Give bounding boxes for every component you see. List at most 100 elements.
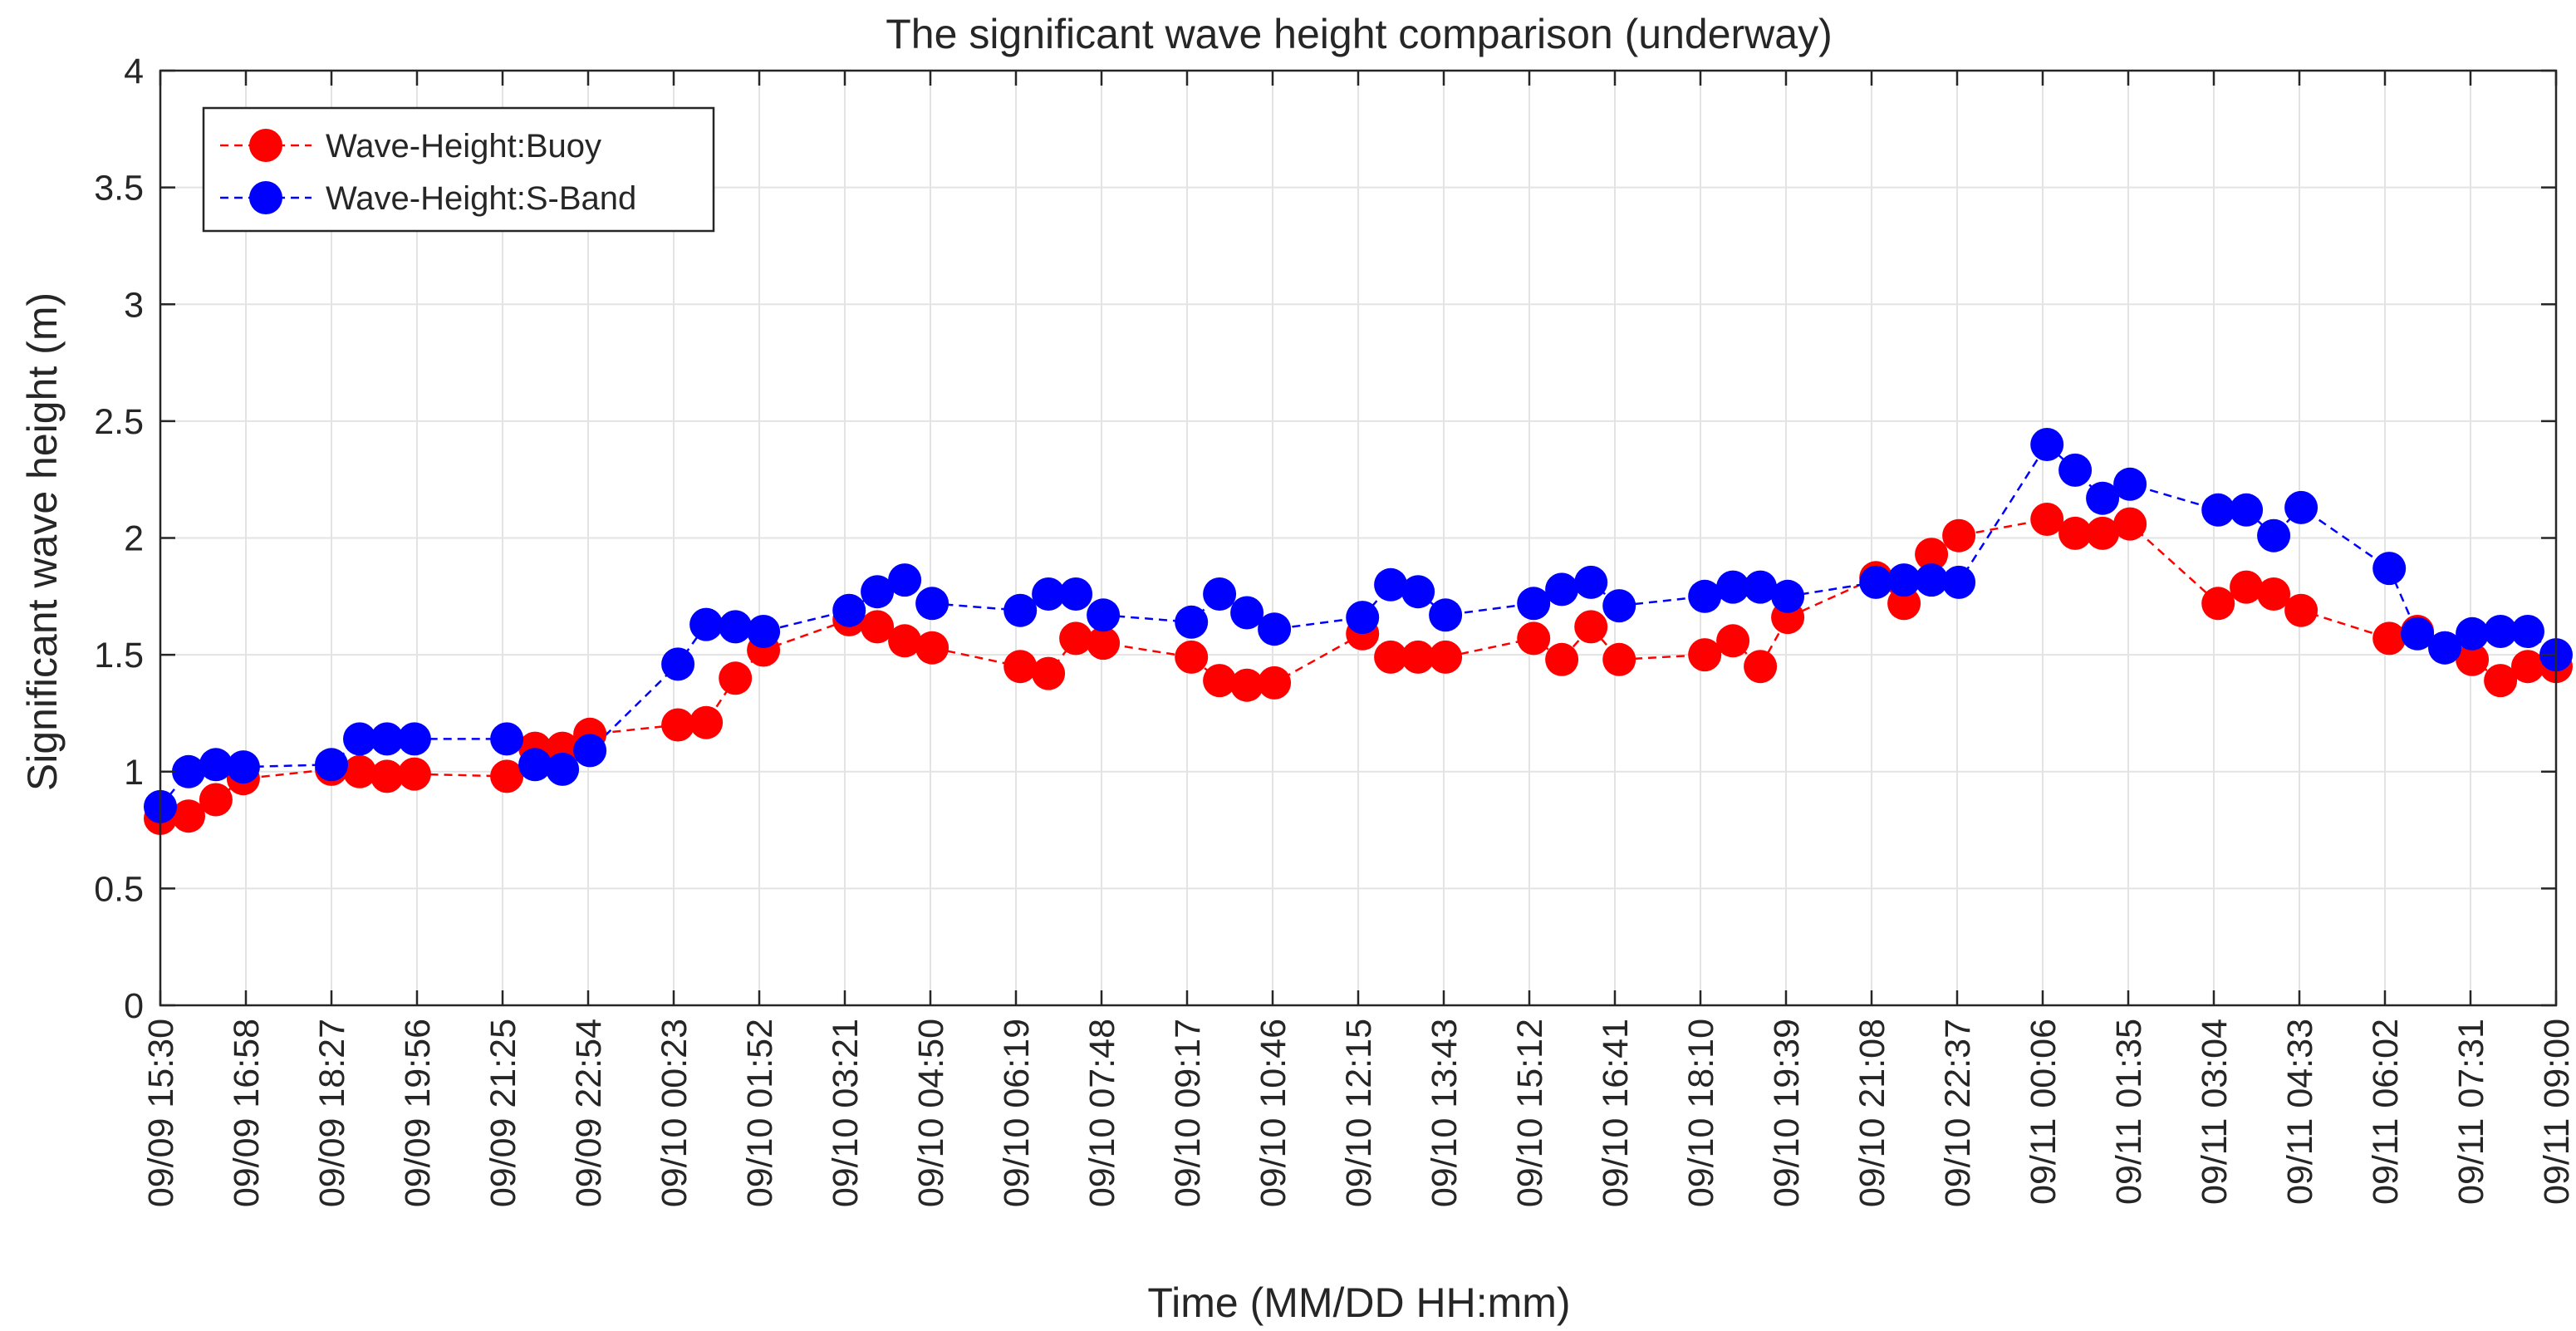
data-point-buoy (861, 610, 895, 644)
data-point-sband (2428, 631, 2462, 665)
data-point-sband (2030, 428, 2064, 461)
data-point-sband (518, 748, 552, 782)
legend-marker-sband (249, 181, 282, 214)
data-point-buoy (1374, 640, 1408, 674)
data-point-buoy (1175, 640, 1209, 674)
data-point-buoy (888, 624, 922, 658)
data-point-buoy (2086, 516, 2120, 550)
x-tick-label: 09/11 03:04 (2195, 1019, 2235, 1205)
data-point-sband (2058, 453, 2093, 487)
x-tick-label: 09/10 10:46 (1254, 1019, 1293, 1207)
y-tick-label: 2.5 (94, 402, 144, 442)
data-point-sband (1401, 575, 1435, 609)
series-markers (144, 428, 2573, 835)
data-point-sband (1230, 596, 1264, 630)
data-point-buoy (915, 631, 949, 665)
data-point-buoy (172, 799, 205, 833)
x-tick-label: 09/09 19:56 (398, 1019, 438, 1207)
data-point-sband (546, 752, 580, 786)
data-point-sband (1942, 565, 1976, 599)
data-point-sband (1059, 577, 1093, 611)
x-tick-label: 09/11 04:33 (2280, 1019, 2320, 1205)
data-point-buoy (370, 759, 404, 793)
x-tick-label: 09/10 22:37 (1938, 1019, 1978, 1207)
x-tick-label: 09/09 18:27 (312, 1019, 352, 1207)
data-point-sband (861, 575, 895, 609)
data-point-buoy (343, 754, 376, 788)
data-point-sband (1374, 567, 1408, 602)
data-point-buoy (2230, 570, 2264, 604)
x-tick-label: 09/09 15:30 (141, 1019, 181, 1207)
x-tick-label: 09/11 07:31 (2451, 1019, 2491, 1205)
data-point-buoy (2058, 516, 2093, 550)
data-point-sband (2201, 493, 2235, 527)
y-tick-label: 0.5 (94, 869, 144, 909)
data-point-sband (2456, 616, 2490, 651)
data-point-sband (1574, 565, 1608, 599)
data-point-sband (1517, 587, 1551, 621)
data-point-sband (888, 563, 922, 597)
data-point-buoy (490, 759, 524, 793)
data-point-sband (1915, 563, 1949, 597)
x-tick-label: 09/10 12:15 (1339, 1019, 1379, 1207)
legend-label-buoy: Wave-Height:Buoy (326, 128, 601, 165)
x-tick-label: 09/10 01:52 (740, 1019, 780, 1207)
y-tick-label: 4 (124, 52, 144, 91)
data-point-buoy (1258, 666, 1292, 700)
data-point-buoy (1942, 518, 1976, 553)
x-tick-label: 09/10 07:48 (1082, 1019, 1122, 1207)
data-point-sband (2511, 615, 2544, 648)
data-point-sband (1887, 563, 1921, 597)
y-tick-label: 3.5 (94, 169, 144, 209)
data-point-sband (2257, 518, 2291, 553)
x-tick-label: 09/10 16:41 (1596, 1019, 1636, 1207)
data-point-sband (1258, 612, 1292, 646)
data-point-sband (172, 754, 205, 788)
data-point-buoy (1915, 538, 1949, 572)
x-tick-label: 09/10 06:19 (997, 1019, 1037, 1207)
data-point-buoy (1887, 587, 1921, 621)
data-point-sband (1003, 593, 1038, 627)
x-tick-label: 09/10 00:23 (655, 1019, 694, 1207)
data-point-sband (832, 593, 866, 627)
legend: Wave-Height:Buoy Wave-Height:S-Band (202, 106, 715, 233)
data-point-sband (2284, 490, 2318, 524)
y-tick-label: 1 (124, 753, 144, 793)
x-tick-label: 09/10 13:43 (1425, 1019, 1465, 1207)
data-point-buoy (2511, 650, 2544, 684)
data-point-sband (1346, 601, 1380, 635)
data-point-sband (343, 722, 376, 756)
data-point-buoy (1087, 626, 1121, 661)
data-point-sband (2401, 616, 2435, 651)
data-point-sband (2372, 552, 2407, 586)
x-tick-label: 09/11 09:00 (2537, 1019, 2576, 1205)
data-point-sband (747, 615, 781, 648)
data-point-buoy (2201, 587, 2235, 621)
data-point-buoy (1401, 640, 1435, 674)
data-point-sband (370, 722, 404, 756)
data-point-sband (490, 722, 524, 756)
data-point-sband (719, 610, 753, 644)
data-point-buoy (397, 757, 431, 791)
data-point-sband (1175, 605, 1209, 639)
data-point-buoy (1517, 621, 1551, 656)
data-point-sband (2086, 481, 2120, 515)
data-point-buoy (2030, 503, 2064, 536)
x-tick-label: 09/09 21:25 (483, 1019, 523, 1207)
x-tick-label: 09/10 03:21 (826, 1019, 866, 1207)
data-point-sband (199, 748, 233, 782)
data-point-sband (689, 607, 724, 641)
y-axis-title: Significant wave height (m) (19, 292, 66, 791)
data-point-buoy (1032, 656, 1066, 690)
data-point-buoy (1574, 610, 1608, 644)
data-point-sband (1859, 565, 1893, 599)
data-point-buoy (2284, 593, 2318, 627)
data-point-sband (2113, 467, 2147, 501)
x-tick-label: 09/10 15:12 (1510, 1019, 1550, 1207)
data-point-sband (315, 748, 348, 782)
data-point-buoy (2484, 664, 2518, 698)
data-point-sband (661, 647, 695, 681)
data-point-buoy (1602, 642, 1636, 676)
data-point-sband (1688, 579, 1722, 613)
